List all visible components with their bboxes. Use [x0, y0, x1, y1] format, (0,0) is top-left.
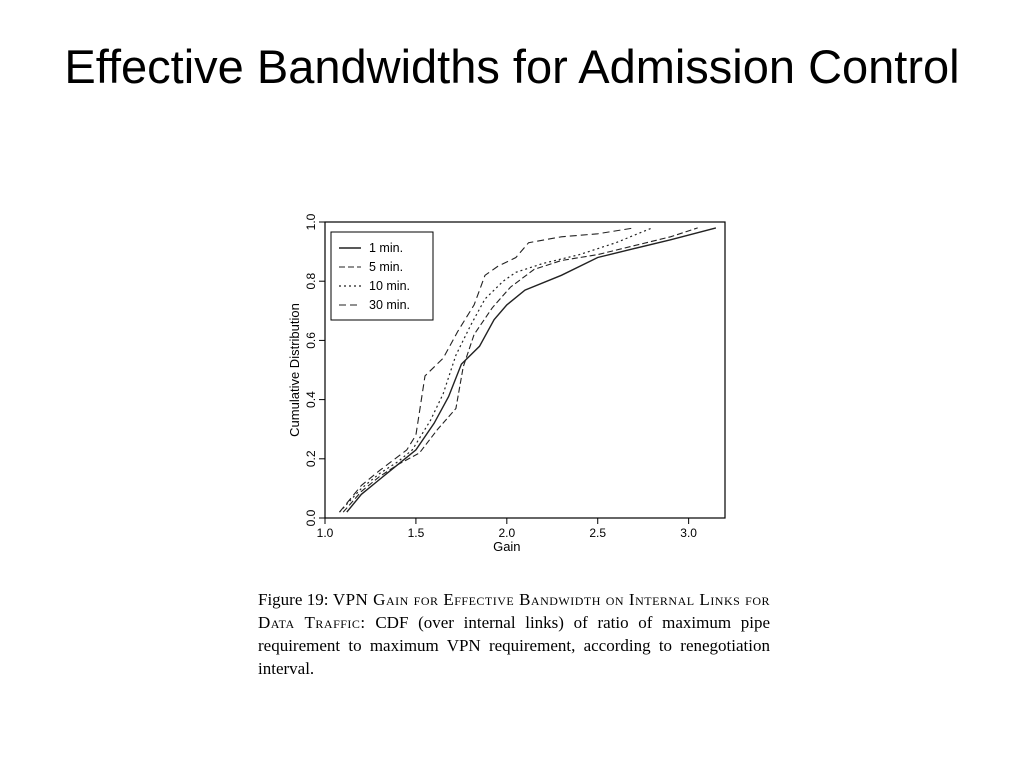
- figure-caption: Figure 19: VPN Gain for Effective Bandwi…: [258, 588, 770, 680]
- y-tick-label: 0.4: [304, 391, 318, 408]
- plot-frame: [324, 221, 726, 519]
- cdf-chart: 0.0 0.2 0.4 0.6 0.8 1.0 1.0 1.5 2.0 2.5 3.0 1 min…: [287, 213, 726, 554]
- legend-entry: 5 min.: [369, 260, 403, 274]
- x-axis-label: Gain: [493, 539, 520, 554]
- y-tick-label: 0.6: [304, 332, 318, 349]
- y-tick-label: 0.0: [304, 509, 318, 526]
- caption-label: Figure 19:: [258, 590, 329, 609]
- y-axis-label: Cumulative Distribution: [287, 303, 302, 437]
- x-tick-label: 1.5: [408, 526, 425, 540]
- series-line-3: [339, 227, 653, 513]
- caption-heading: VPN Gain for Effective Bandwidth on Inte…: [258, 590, 771, 632]
- y-tick-label: 0.2: [304, 450, 318, 467]
- series-line-2: [342, 227, 698, 513]
- y-tick-label: 0.8: [304, 273, 318, 290]
- y-tick-label: 1.0: [304, 213, 318, 230]
- x-tick-label: 3.0: [680, 526, 697, 540]
- legend-entry: 30 min.: [369, 298, 410, 312]
- slide-title: Effective Bandwidths for Admission Contr…: [64, 40, 960, 93]
- x-tick-label: 1.0: [317, 526, 334, 540]
- legend-entry: 1 min.: [369, 241, 403, 255]
- legend-entry: 10 min.: [369, 279, 410, 293]
- caption-body: CDF (over internal links) of ratio of ma…: [258, 613, 771, 678]
- legend-box: [330, 231, 434, 321]
- x-tick-label: 2.0: [498, 526, 515, 540]
- series-line-1: [346, 227, 717, 513]
- x-tick-label: 2.5: [589, 526, 606, 540]
